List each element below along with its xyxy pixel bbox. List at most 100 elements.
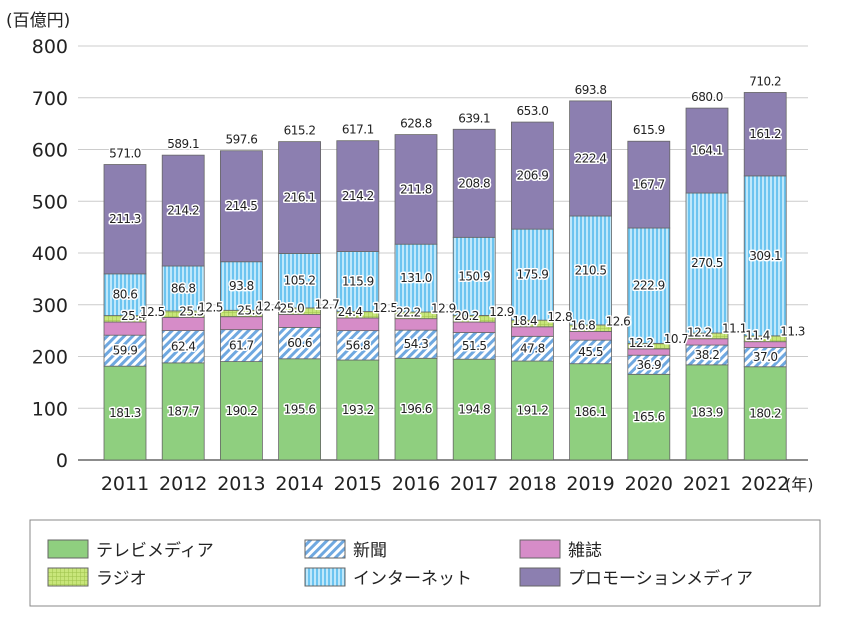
data-label: 214.5 <box>225 199 257 213</box>
bar-segment <box>103 164 147 275</box>
y-tick-label: 200 <box>32 347 68 369</box>
legend-label: 新聞 <box>353 541 387 561</box>
bar-segment <box>394 329 438 359</box>
bar-segment <box>336 317 380 332</box>
data-label: 25.0 <box>280 301 305 315</box>
data-label: 186.1 <box>575 405 607 419</box>
data-label: 20.2 <box>454 309 479 323</box>
data-label: 86.8 <box>171 281 196 295</box>
bar-segment <box>627 140 671 229</box>
x-tick-label: 2013 <box>217 473 265 495</box>
data-label: 12.5 <box>140 305 165 319</box>
y-tick-label: 0 <box>56 450 68 472</box>
legend-swatch <box>47 539 89 559</box>
total-label: 639.1 <box>458 111 490 125</box>
bar-segment <box>452 332 496 360</box>
total-label: 615.9 <box>633 123 665 137</box>
total-label: 680.0 <box>691 90 723 104</box>
data-label: 208.8 <box>458 176 490 190</box>
data-label: 11.1 <box>722 322 747 336</box>
bar-segment <box>336 251 380 312</box>
total-label: 693.8 <box>575 83 607 97</box>
bar-segment <box>161 362 205 461</box>
bar-segment <box>278 327 322 360</box>
bar-segment <box>394 134 438 245</box>
data-label: 115.9 <box>342 275 374 289</box>
y-tick-label: 100 <box>32 398 68 420</box>
data-label: 183.9 <box>691 405 723 419</box>
bar-segment <box>336 330 380 361</box>
data-label: 12.6 <box>606 314 631 328</box>
data-label: 54.3 <box>404 337 429 351</box>
data-label: 150.9 <box>458 269 490 283</box>
data-label: 191.2 <box>516 404 548 418</box>
bar-segment <box>278 314 322 328</box>
bar-segment <box>743 175 787 337</box>
x-tick-label: 2017 <box>450 473 498 495</box>
data-label: 12.5 <box>198 300 223 314</box>
legend-label: 雑誌 <box>568 541 602 561</box>
bar-segment <box>452 236 496 316</box>
bar-segment <box>569 215 612 326</box>
bar-segment <box>569 331 612 341</box>
data-label: 196.6 <box>400 402 432 416</box>
data-label: 105.2 <box>284 274 316 288</box>
data-label: 25.4 <box>121 309 146 323</box>
bar-segment <box>685 107 729 194</box>
legend-label: インターネット <box>353 569 472 589</box>
data-label: 12.2 <box>629 336 654 350</box>
data-label: 12.9 <box>431 302 456 316</box>
data-label: 56.8 <box>345 338 370 352</box>
bar-segment <box>510 228 554 321</box>
legend-swatch <box>519 539 561 559</box>
bar-segment <box>336 359 380 461</box>
x-tick-label: 2014 <box>275 473 323 495</box>
x-tick-label: 2012 <box>159 473 207 495</box>
y-tick-label: 800 <box>32 36 68 58</box>
y-tick-label: 700 <box>32 88 68 110</box>
bar-segment <box>510 360 554 461</box>
data-label: 12.4 <box>256 300 281 314</box>
data-label: 214.2 <box>167 204 199 218</box>
legend-label: プロモーションメディア <box>568 568 753 589</box>
data-label: 12.2 <box>687 326 712 340</box>
x-tick-label: 2011 <box>101 473 149 495</box>
data-label: 206.9 <box>516 169 548 183</box>
data-label: 195.6 <box>284 402 316 416</box>
legend-box <box>29 519 821 607</box>
y-tick-label: 400 <box>32 243 68 265</box>
x-tick-label: 2020 <box>625 473 673 495</box>
data-label: 38.2 <box>695 348 720 362</box>
data-label: 211.3 <box>109 212 141 226</box>
total-label: 589.1 <box>167 137 199 151</box>
bar-segment <box>743 92 787 177</box>
data-label: 180.2 <box>749 406 781 420</box>
data-label: 175.9 <box>516 268 548 282</box>
data-label: 51.5 <box>462 339 487 353</box>
bar-segment <box>103 334 147 367</box>
total-label: 615.2 <box>284 124 316 138</box>
bar-segment <box>278 358 322 461</box>
data-label: 193.2 <box>342 403 374 417</box>
total-label: 628.8 <box>400 117 432 131</box>
bar-segment <box>452 128 496 238</box>
data-label: 165.6 <box>633 410 665 424</box>
bar-segment <box>219 329 263 362</box>
bar-segment <box>394 357 438 461</box>
bar-segment <box>219 261 263 311</box>
bar-segment <box>278 141 322 254</box>
y-tick-label: 500 <box>32 191 68 213</box>
bar-segment <box>743 366 787 461</box>
data-label: 36.9 <box>636 358 661 372</box>
bar-segment <box>161 330 205 364</box>
data-label: 45.5 <box>578 345 603 359</box>
data-label: 12.9 <box>489 305 514 319</box>
bar-segment <box>103 321 147 336</box>
data-label: 181.3 <box>109 406 141 420</box>
total-label: 710.2 <box>749 74 781 88</box>
bar-segment <box>627 227 671 344</box>
data-label: 80.6 <box>113 288 138 302</box>
data-label: 164.1 <box>691 144 723 158</box>
bar-segment <box>103 365 147 461</box>
bar-segment <box>219 150 263 263</box>
